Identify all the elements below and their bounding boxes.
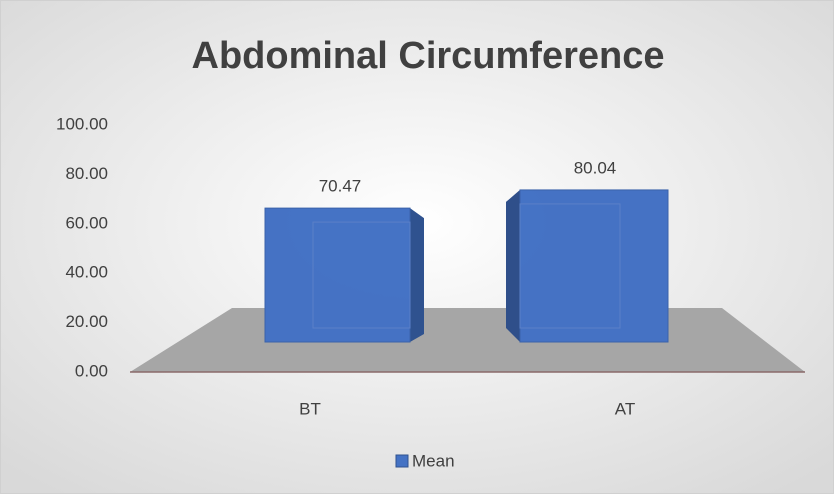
- legend-swatch: [395, 454, 409, 468]
- y-tick-label: 60.00: [65, 213, 108, 232]
- bar: [264, 207, 411, 343]
- bar-side: [506, 189, 520, 342]
- chart-title: Abdominal Circumference: [192, 35, 665, 77]
- x-tick-label: BT: [299, 399, 321, 418]
- data-label: 70.47: [319, 177, 362, 196]
- legend-label: Mean: [412, 451, 455, 470]
- y-tick-label: 100.00: [56, 114, 108, 133]
- bar-side: [410, 208, 424, 342]
- y-tick-label: 80.00: [65, 164, 108, 183]
- y-tick-label: 20.00: [65, 312, 108, 331]
- y-tick-label: 40.00: [65, 263, 108, 282]
- bar-inner: [312, 221, 411, 329]
- floor: [130, 308, 805, 372]
- bar-inner: [519, 203, 621, 329]
- y-tick-label: 0.00: [75, 361, 108, 380]
- data-label: 80.04: [574, 158, 617, 177]
- bar: [519, 189, 669, 343]
- x-tick-label: AT: [615, 399, 635, 418]
